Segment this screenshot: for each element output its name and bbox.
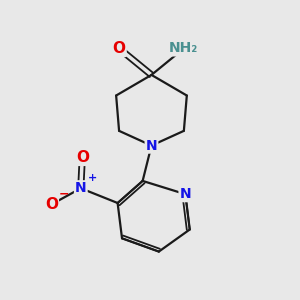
Text: O: O [76,150,89,165]
Text: −: − [59,188,69,201]
Text: N: N [179,187,191,201]
Text: +: + [88,173,98,183]
Text: N: N [75,181,87,195]
Text: O: O [112,41,126,56]
Text: O: O [45,197,58,212]
Text: N: N [146,139,157,153]
Text: NH₂: NH₂ [169,41,199,56]
